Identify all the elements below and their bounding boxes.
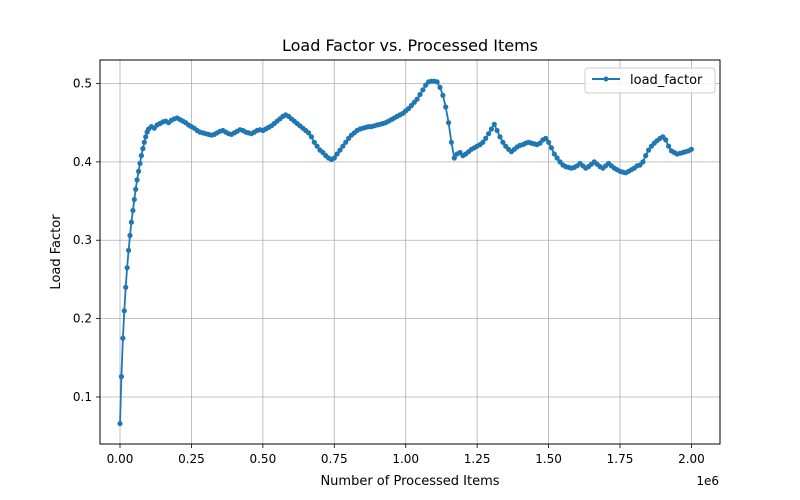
data-point <box>548 145 555 151</box>
data-point <box>337 147 343 153</box>
data-point <box>117 421 123 427</box>
data-point <box>491 121 497 127</box>
data-point <box>554 155 560 161</box>
x-tick-label: 1.50 <box>535 452 562 466</box>
y-tick-label: 0.2 <box>73 312 92 326</box>
ticks: 0.00 0.25 0.50 0.75 1.00 1.25 1.50 1.75 2.00 0.1 0… <box>73 77 705 466</box>
data-point <box>497 134 503 140</box>
data-point <box>131 196 137 203</box>
data-point <box>121 308 127 314</box>
data-point <box>306 130 312 136</box>
data-point <box>343 139 349 145</box>
x-tick-label: 0.25 <box>178 452 205 466</box>
data-point <box>663 137 669 143</box>
data-point <box>414 96 420 102</box>
data-point <box>488 126 494 132</box>
data-point <box>127 232 133 239</box>
x-tick-label: 0.50 <box>249 452 276 466</box>
data-point <box>134 177 140 183</box>
data-point <box>486 131 492 137</box>
data-point <box>138 153 144 159</box>
data-point <box>118 374 124 380</box>
x-tick-label: 0.00 <box>107 452 134 466</box>
data-point <box>443 104 449 110</box>
data-point <box>417 91 423 98</box>
data-point <box>130 207 136 214</box>
data-point <box>340 143 346 149</box>
data-point <box>128 219 134 225</box>
legend: load_factor <box>584 67 716 94</box>
data-point <box>314 143 320 149</box>
data-point <box>646 147 652 153</box>
data-point <box>120 335 126 341</box>
x-tick-label: 1.00 <box>392 452 419 466</box>
data-point <box>140 146 146 152</box>
data-point <box>331 155 337 161</box>
y-axis-label: Load Factor <box>49 214 64 290</box>
legend-label: load_factor <box>630 73 703 88</box>
y-tick-label: 0.5 <box>73 77 92 91</box>
data-point <box>643 153 649 159</box>
x-tick-label: 0.75 <box>321 452 348 466</box>
data-point <box>483 135 489 141</box>
data-point <box>437 84 443 90</box>
data-point <box>666 143 672 149</box>
data-point <box>688 146 695 152</box>
data-point <box>446 120 452 126</box>
data-point <box>124 265 130 271</box>
x-tick-label: 1.75 <box>607 452 634 466</box>
data-point <box>494 127 500 134</box>
data-point <box>123 284 129 290</box>
chart-title: Load Factor vs. Processed Items <box>282 36 538 55</box>
data-point <box>500 139 506 145</box>
x-axis-label: Number of Processed Items <box>320 474 499 489</box>
data-point <box>308 134 314 140</box>
y-tick-label: 0.3 <box>73 233 92 247</box>
data-point <box>136 168 142 174</box>
data-point <box>334 151 340 157</box>
plot-area <box>117 78 695 427</box>
grid <box>100 60 720 444</box>
data-point <box>448 139 454 145</box>
x-tick-label: 2.00 <box>678 452 705 466</box>
plot-frame <box>99 59 721 445</box>
y-tick-label: 0.1 <box>73 390 92 404</box>
x-tick-label: 1.25 <box>464 452 491 466</box>
data-point <box>451 155 457 161</box>
legend-marker-swatch <box>603 76 609 82</box>
data-point <box>137 160 143 166</box>
data-point <box>420 87 426 93</box>
data-point <box>311 139 317 145</box>
data-point <box>640 159 646 165</box>
data-point <box>543 135 549 141</box>
data-point <box>141 139 147 145</box>
data-point <box>440 92 446 98</box>
legend-box <box>584 67 716 94</box>
data-point <box>480 139 486 145</box>
data-point <box>133 186 139 192</box>
data-point <box>126 247 132 253</box>
data-point <box>434 79 440 85</box>
x-axis-offset-label: 1e6 <box>696 474 719 488</box>
data-point <box>551 151 557 157</box>
data-point <box>546 139 552 145</box>
y-tick-label: 0.4 <box>73 155 92 169</box>
data-point <box>143 134 149 140</box>
